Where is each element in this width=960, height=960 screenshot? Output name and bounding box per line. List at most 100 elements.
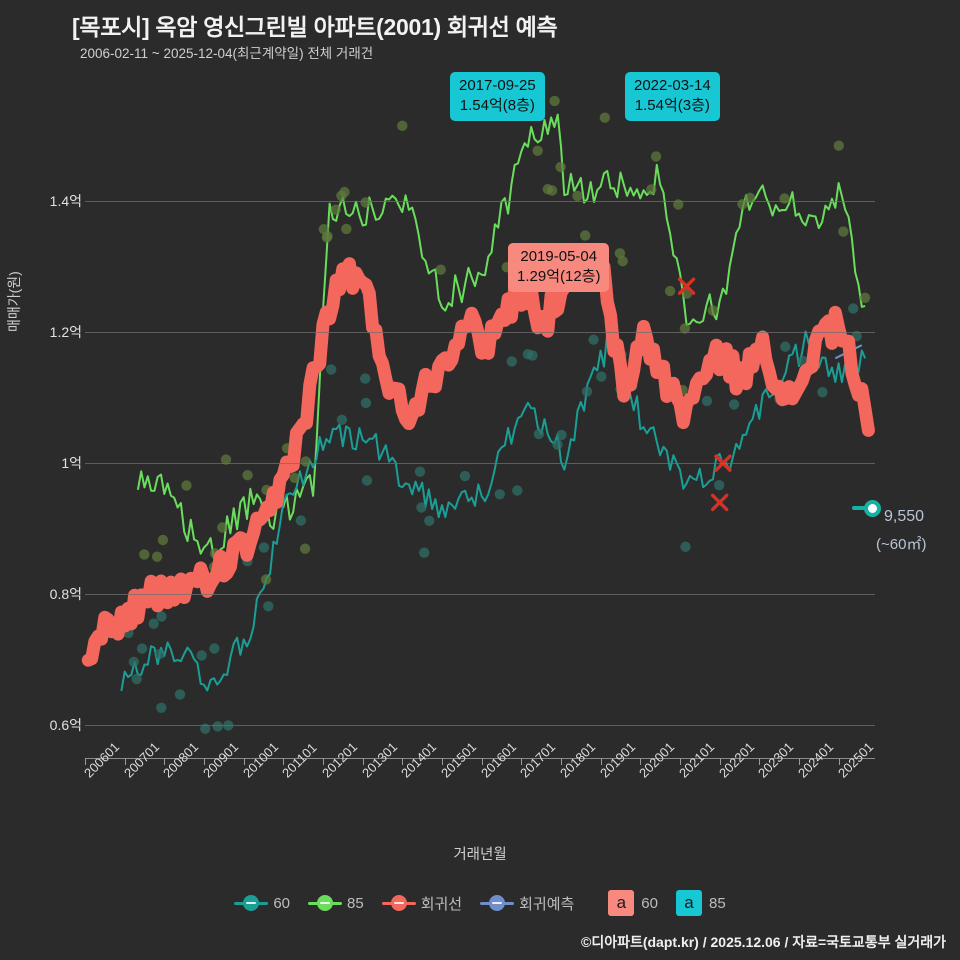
scatter-point [596, 371, 607, 382]
gridline [85, 201, 875, 203]
x-tick [481, 758, 483, 765]
endpoint-marker [864, 500, 881, 517]
x-tick [441, 758, 443, 765]
scatter-point [330, 204, 341, 215]
x-tick [243, 758, 245, 765]
scatter-point [556, 429, 567, 441]
legend-marker-icon [381, 894, 416, 912]
x-tick [679, 758, 681, 765]
scatter-point [599, 112, 610, 123]
scatter-point [139, 549, 150, 560]
scatter-point [617, 256, 628, 267]
gridline [85, 725, 875, 727]
legend-item-회귀예측[interactable]: 회귀예측 [480, 893, 574, 914]
legend-badge-label: 85 [708, 894, 726, 912]
annotation-date: 2022-03-14 [634, 77, 711, 94]
legend-label: 회귀예측 [519, 895, 575, 913]
legend-item-60[interactable]: 60 [234, 894, 290, 912]
scatter-point [341, 223, 352, 235]
scatter-point [181, 480, 192, 491]
series-layer [81, 95, 875, 734]
legend-item-85[interactable]: 85 [308, 894, 364, 912]
scatter-point [838, 226, 849, 237]
scatter-point [848, 303, 859, 314]
x-axis-title: 거래년월 [453, 847, 507, 863]
x-tick [759, 758, 761, 765]
series-line-60 [120, 330, 867, 692]
x-tick [560, 758, 562, 765]
series-line-regression [81, 244, 875, 667]
scatter-point [533, 428, 545, 440]
scatter-point [326, 364, 337, 375]
scatter-point [360, 197, 371, 208]
x-tick [362, 758, 364, 765]
scatter-point [360, 397, 372, 409]
y-tick-label: 1.2억 [49, 324, 82, 341]
scatter-point [217, 522, 228, 533]
scatter-point [817, 387, 828, 398]
y-axis-ticks: 1.4억 1.2억 1억 0.8억 0.6억 [0, 70, 82, 758]
scatter-point [522, 349, 534, 360]
scatter-point [779, 193, 790, 204]
scatter-point [744, 192, 756, 203]
scatter-point [859, 292, 871, 303]
scatter-point [414, 466, 426, 477]
scatter-point [336, 414, 348, 425]
annotation-date: 2019-05-04 [520, 248, 598, 265]
legend-badge-85[interactable]: a 85 [675, 890, 726, 916]
scatter-point [258, 542, 270, 553]
scatter-point [196, 650, 207, 661]
legend-label: 60 [273, 894, 290, 912]
y-tick-label: 0.8억 [49, 586, 82, 603]
y-tick-label: 0.6억 [49, 717, 82, 734]
legend-badge-glyph: a [675, 890, 702, 916]
scatter-point [295, 515, 307, 526]
scatter-point [532, 145, 543, 156]
scatter-point [549, 95, 560, 107]
legend-badge-60[interactable]: a 60 [608, 890, 658, 916]
x-tick [402, 758, 404, 765]
legend-marker-icon [308, 894, 342, 912]
endpoint-area: (~60㎡) [876, 536, 927, 553]
plot-area [81, 70, 875, 758]
legend-label: 회귀선 [420, 895, 463, 913]
scatter-point [336, 190, 347, 201]
gridline [85, 463, 875, 465]
x-tick [600, 758, 602, 765]
scatter-point [136, 643, 148, 654]
scatter-point [714, 480, 725, 491]
x-tick [283, 758, 285, 765]
scatter-point [299, 543, 311, 554]
legend-badge-label: 60 [641, 894, 658, 912]
scatter-point [701, 395, 713, 407]
scatter-point [679, 323, 691, 334]
annotation-peak-85-2017: 2017-09-25 1.54억(8층) [450, 72, 545, 121]
x-tick [838, 758, 840, 765]
annotation-peak-60-2019: 2019-05-04 1.29억(12층) [508, 243, 610, 292]
cancelled-marker [677, 277, 696, 295]
scatter-point [728, 399, 740, 410]
scatter-point [512, 485, 523, 496]
x-tick [521, 758, 523, 765]
x-axis-line [85, 758, 875, 759]
scatter-point [300, 456, 311, 467]
scatter-point [664, 285, 676, 297]
legend-item-회귀선[interactable]: 회귀선 [381, 893, 463, 914]
legend-label: 85 [347, 894, 364, 912]
footer-credit: ©디아파트(dapt.kr) / 2025.12.06 / 자료=국토교통부 실… [581, 934, 946, 950]
scatter-point [419, 547, 430, 558]
x-tick [164, 758, 166, 765]
annotation-price: 1.54억(3층) [634, 96, 710, 114]
y-tick-label: 1.4억 [49, 193, 82, 210]
scatter-point [614, 248, 626, 259]
scatter-point [494, 489, 505, 500]
x-tick [719, 758, 721, 765]
scatter-point [542, 184, 553, 195]
scatter-point [242, 470, 253, 481]
scatter-point [506, 356, 517, 367]
x-tick [798, 758, 800, 765]
scatter-point [780, 341, 791, 352]
scatter-point [156, 611, 167, 622]
scatter-point [156, 702, 167, 713]
